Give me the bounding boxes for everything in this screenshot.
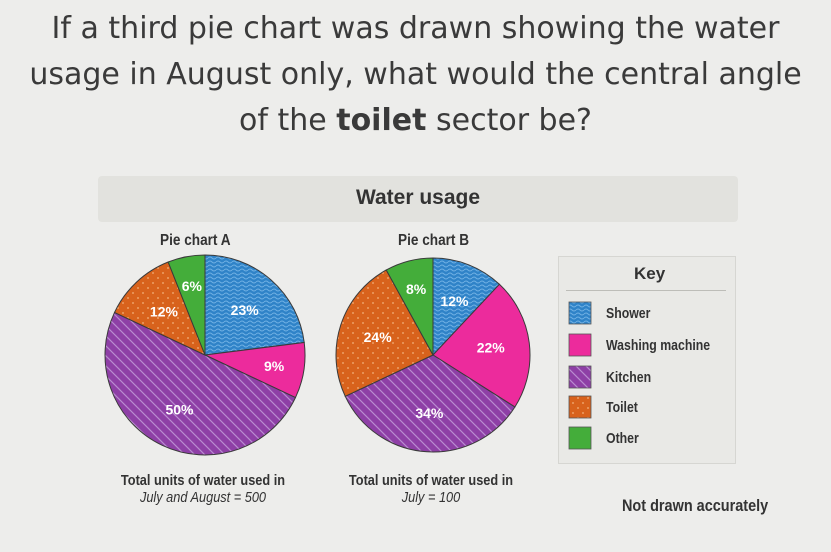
pie-a-footnote: Total units of water used in July and Au…	[105, 472, 301, 506]
key-label-washing-machine: Washing machine	[606, 337, 711, 354]
chart-title-bar: Water usage	[98, 176, 738, 222]
pie-a-slice-other	[167, 254, 206, 356]
pie-a-footnote-line-2: July and August = 500	[139, 489, 267, 506]
pie-b-slice-other	[385, 257, 434, 356]
pie-a-label-other: 6%	[182, 278, 203, 294]
pie-a-label-washing-machine: 9%	[264, 358, 285, 374]
question-keyword: toilet	[336, 103, 427, 138]
pie-b-slice-washing-machine	[432, 283, 531, 408]
key-swatch-kitchen	[568, 365, 592, 389]
key-swatches	[568, 301, 592, 450]
chart-title: Water usage	[355, 186, 481, 209]
not-drawn-accurately-note: Not drawn accurately	[622, 496, 769, 515]
pie-b-footnote-line-2: July = 100	[401, 489, 461, 506]
pie-b-label-toilet: 24%	[364, 329, 393, 345]
pie-a-slice-toilet	[113, 261, 206, 356]
pie-a-slice-kitchen	[104, 311, 297, 456]
key-label-kitchen: Kitchen	[606, 369, 652, 386]
key-title: Key	[634, 264, 666, 283]
pie-b-title: Pie chart B	[398, 232, 470, 249]
question-line-3-pre: of the	[239, 103, 337, 138]
key-swatch-shower	[568, 301, 592, 325]
pie-b-label-shower: 12%	[440, 293, 469, 309]
pie-a-slice-shower	[204, 254, 305, 356]
question-line-2: usage in August only, what would the cen…	[29, 57, 802, 92]
pie-chart-b: 12% 22% 34% 24% 8%	[335, 257, 531, 453]
pie-a-label-shower: 23%	[231, 302, 260, 318]
pie-b-label-washing-machine: 22%	[477, 340, 506, 356]
pie-b-label-other: 8%	[406, 281, 427, 297]
key-label-toilet: Toilet	[606, 399, 638, 416]
pie-a-label-toilet: 12%	[150, 303, 179, 319]
question-line-3: of the toilet sector be?	[0, 98, 831, 144]
pie-b-slice-toilet	[335, 269, 434, 397]
pie-a-title: Pie chart A	[160, 232, 231, 249]
pie-chart-a: 23% 9% 50% 12%6%	[104, 254, 306, 456]
pie-a-label-kitchen: 50%	[165, 401, 194, 417]
pie-b-footnote-line-1: Total units of water used in	[348, 472, 514, 489]
key-swatch-washing-machine	[568, 333, 592, 357]
question-text: If a third pie chart was drawn showing t…	[0, 6, 831, 144]
key-label-other: Other	[606, 430, 639, 447]
pie-a-footnote-line-1: Total units of water used in	[120, 472, 286, 489]
pie-b-label-kitchen: 34%	[415, 405, 444, 421]
key-label-shower: Shower	[606, 305, 651, 322]
question-line-3-post: sector be?	[426, 103, 592, 138]
pie-b-slice-shower	[432, 257, 501, 357]
key-swatch-other	[568, 426, 592, 450]
key-divider	[566, 290, 726, 291]
key-swatch-toilet	[568, 395, 592, 419]
question-line-1: If a third pie chart was drawn showing t…	[51, 11, 780, 46]
pie-b-footnote: Total units of water used in July = 100	[333, 472, 529, 506]
pie-b-slice-kitchen	[344, 354, 516, 453]
